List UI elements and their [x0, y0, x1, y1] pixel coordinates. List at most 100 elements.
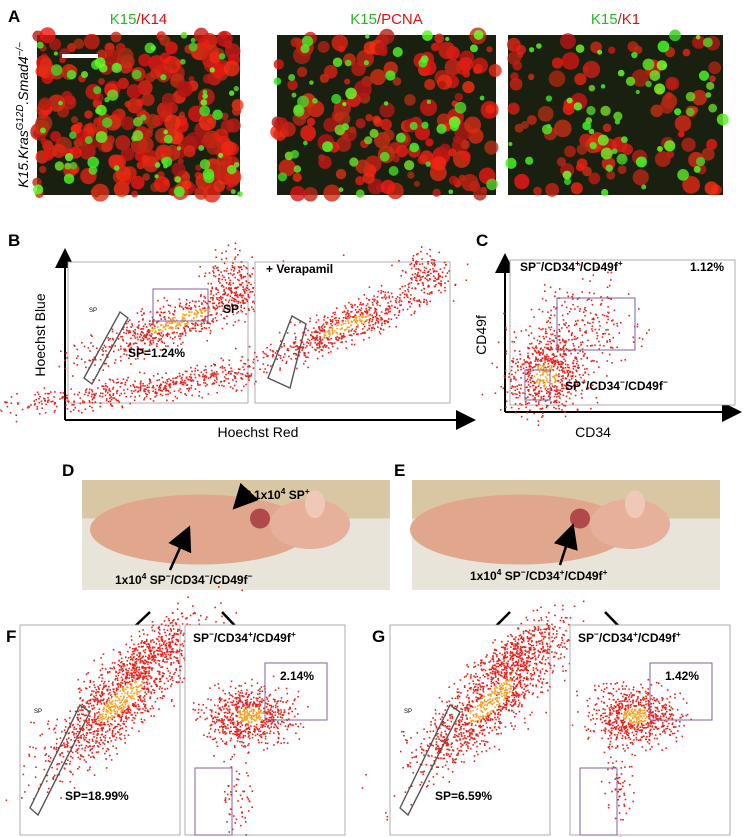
event-dot — [387, 309, 389, 311]
event-dot — [238, 270, 240, 272]
event-dot — [154, 332, 156, 334]
event-dot — [372, 324, 374, 326]
event-dot — [306, 345, 308, 347]
label: SP−/CD34−/CD49f− — [565, 377, 668, 393]
event-dot — [367, 319, 369, 321]
event-dot — [548, 363, 550, 365]
event-dot — [550, 334, 552, 336]
event-dot — [202, 376, 204, 378]
event-dot — [161, 332, 163, 334]
event-dot — [426, 275, 428, 277]
event-dot — [368, 337, 370, 339]
event-dot — [90, 728, 92, 730]
event-dot — [216, 381, 218, 383]
event-dot — [115, 747, 117, 749]
event-dot — [533, 338, 535, 340]
event-dot — [543, 350, 545, 352]
event-dot — [182, 623, 184, 625]
event-dot — [556, 368, 558, 370]
event-dot — [520, 388, 522, 390]
event-dot — [360, 333, 362, 335]
event-dot — [76, 749, 78, 751]
event-dot — [99, 406, 101, 408]
event-dot — [45, 400, 47, 402]
event-dot — [566, 395, 568, 397]
event-dot — [212, 372, 214, 374]
event-dot — [169, 312, 171, 314]
event-dot — [231, 300, 233, 302]
event-dot — [147, 387, 149, 389]
green-cell — [486, 179, 498, 191]
red-cell — [571, 182, 583, 194]
event-dot — [423, 288, 425, 290]
event-dot — [102, 668, 104, 670]
event-dot — [287, 348, 289, 350]
red-cell — [84, 110, 93, 119]
event-dot — [240, 305, 242, 307]
event-dot — [361, 323, 363, 325]
event-dot — [342, 312, 344, 314]
event-dot — [103, 711, 105, 713]
event-dot — [216, 293, 218, 295]
event-dot — [528, 390, 530, 392]
event-dot — [185, 371, 187, 373]
green-cell — [342, 102, 346, 106]
event-dot — [413, 300, 415, 302]
event-dot — [39, 402, 41, 404]
event-dot — [496, 367, 498, 369]
event-dot — [288, 350, 290, 352]
event-dot — [326, 323, 328, 325]
event-dot — [91, 690, 93, 692]
event-dot — [84, 735, 86, 737]
event-dot — [235, 256, 237, 258]
event-dot — [270, 365, 272, 367]
event-dot — [523, 359, 525, 361]
text-part: /CD34 — [586, 379, 620, 393]
event-dot — [236, 389, 238, 391]
event-dot — [167, 393, 169, 395]
event-dot — [108, 716, 110, 718]
event-dot — [505, 353, 507, 355]
event-dot — [301, 347, 303, 349]
event-dot — [159, 688, 161, 690]
event-dot — [224, 367, 226, 369]
event-dot — [150, 693, 152, 695]
green-cell — [292, 93, 297, 98]
event-dot — [556, 399, 558, 401]
event-dot — [314, 349, 316, 351]
event-dot — [74, 737, 76, 739]
event-dot — [592, 322, 594, 324]
event-dot — [543, 367, 545, 369]
red-cell — [484, 140, 498, 154]
event-dot — [182, 314, 184, 316]
event-dot — [228, 273, 230, 275]
event-dot — [447, 272, 449, 274]
event-dot — [85, 745, 87, 747]
event-dot — [168, 317, 170, 319]
event-dot — [123, 389, 125, 391]
event-dot — [512, 341, 514, 343]
event-dot — [191, 328, 193, 330]
event-dot — [130, 672, 132, 674]
event-dot — [204, 296, 206, 298]
red-cell — [120, 175, 131, 186]
event-dot — [99, 717, 101, 719]
green-cell — [288, 74, 295, 81]
event-dot — [521, 404, 523, 406]
event-dot — [221, 252, 223, 254]
event-dot — [411, 314, 413, 316]
event-dot — [551, 383, 553, 385]
event-dot — [249, 346, 251, 348]
event-dot — [280, 357, 282, 359]
event-dot — [189, 330, 191, 332]
event-dot — [573, 366, 575, 368]
event-dot — [279, 332, 281, 334]
event-dot — [129, 403, 131, 405]
event-dot — [178, 662, 180, 664]
event-dot — [581, 319, 583, 321]
event-dot — [151, 323, 153, 325]
event-dot — [165, 635, 167, 637]
event-dot — [561, 390, 563, 392]
event-dot — [348, 331, 350, 333]
event-dot — [128, 677, 130, 679]
